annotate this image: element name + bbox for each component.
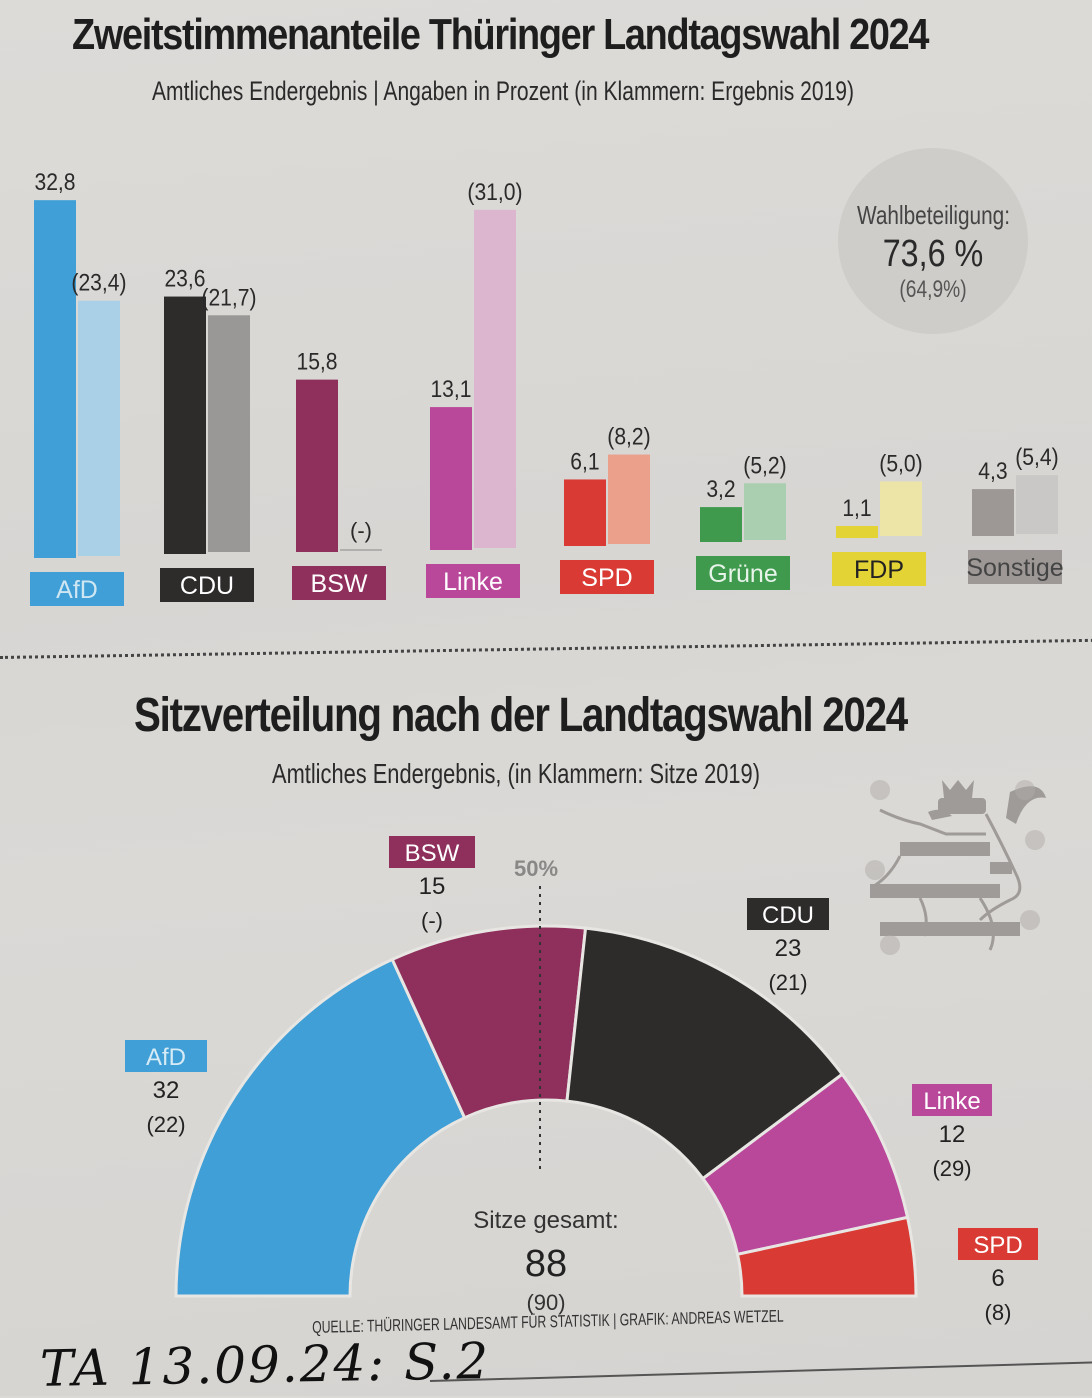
bar-group-linke: 13,1 (31,0) Linke — [426, 179, 523, 598]
bar-value-label-sonstige-2024: 4,3 — [978, 458, 1007, 485]
seat-count-linke: 12 — [939, 1121, 966, 1148]
bar-value-label-spd-2019: (8,2) — [607, 423, 650, 450]
seat-label-spd: SPD — [973, 1232, 1022, 1259]
bar-afd-2024 — [34, 200, 76, 558]
bar-group-spd: 6,1 (8,2) SPD — [560, 423, 654, 594]
party-label-box-cdu — [160, 568, 254, 602]
bar-chart-title: Zweitstimmenanteile Thüringer Landtagswa… — [72, 10, 929, 59]
party-label-box-bsw — [292, 566, 386, 600]
total-seats-label: Sitze gesamt: — [473, 1207, 618, 1234]
seat-label-box-linke — [912, 1084, 992, 1116]
bar-value-label-cdu-2024: 23,6 — [164, 265, 205, 292]
seat-label-cdu: CDU — [762, 902, 814, 929]
seat-segment-cdu — [565, 926, 845, 1181]
seat-count-bsw: 15 — [419, 873, 446, 900]
seat-label-afd: AfD — [146, 1044, 186, 1071]
bar-value-label-gruene-2024: 3,2 — [706, 476, 735, 503]
bar-value-label-bsw-2024: 15,8 — [296, 348, 337, 375]
bar-linke-2024 — [430, 407, 472, 550]
seat-callout-linke: Linke 12 (29) — [912, 1084, 992, 1181]
party-label-box-fdp — [832, 552, 926, 586]
bar-value-label-spd-2024: 6,1 — [570, 448, 599, 475]
seat-count-2019-spd: (8) — [985, 1300, 1012, 1325]
party-label-box-afd — [30, 572, 124, 606]
party-label-linke: Linke — [443, 568, 503, 596]
bar-value-label-gruene-2019: (5,2) — [743, 452, 786, 479]
party-label-gruene: Grüne — [708, 560, 777, 588]
bar-fdp-2024 — [836, 526, 878, 538]
party-label-spd: SPD — [581, 564, 632, 592]
bar-value-label-fdp-2024: 1,1 — [842, 495, 871, 522]
party-label-sonstige: Sonstige — [966, 554, 1063, 582]
bar-sonstige-2024 — [972, 489, 1014, 536]
total-seats-value: 88 — [525, 1243, 567, 1285]
turnout-label: Wahlbeteiligung: — [857, 200, 1011, 230]
bar-value-label-bsw-2019: (-) — [350, 518, 372, 543]
bar-gruene-2019 — [744, 483, 786, 540]
total-seats-2019: (90) — [526, 1290, 565, 1315]
bar-gruene-2024 — [700, 507, 742, 542]
party-label-box-linke — [426, 564, 520, 598]
seat-callout-spd: SPD 6 (8) — [958, 1228, 1038, 1325]
party-label-fdp: FDP — [854, 556, 904, 584]
party-label-cdu: CDU — [180, 572, 234, 600]
seat-count-2019-linke: (29) — [932, 1156, 971, 1181]
party-label-afd: AfD — [56, 576, 98, 604]
bar-value-label-afd-2024: 32,8 — [34, 169, 75, 196]
thuringia-coat-of-arms-icon — [865, 780, 1046, 955]
bar-value-label-sonstige-2019: (5,4) — [1015, 444, 1058, 471]
seat-label-box-spd — [958, 1228, 1038, 1260]
seat-segment-spd — [735, 1215, 918, 1298]
seat-label-box-afd — [125, 1040, 207, 1072]
bar-linke-2019 — [474, 209, 516, 548]
seat-chart-title: Sitzverteilung nach der Landtagswahl 202… — [134, 689, 908, 742]
seat-count-2019-afd: (22) — [146, 1112, 185, 1137]
seat-callout-bsw: BSW 15 (-) — [389, 836, 475, 933]
bar-spd-2024 — [564, 479, 606, 546]
seat-count-spd: 6 — [991, 1265, 1004, 1292]
seat-label-box-bsw — [389, 836, 475, 868]
handwritten-note: TA 13.09.24: S.2 — [39, 1332, 491, 1398]
bar-value-label-afd-2019: (23,4) — [71, 269, 126, 296]
turnout-circle: Wahlbeteiligung: 73,6 % (64,9%) — [838, 148, 1028, 334]
bar-value-label-fdp-2019: (5,0) — [879, 450, 922, 477]
bar-afd-2019 — [78, 300, 120, 556]
seat-chart-subtitle: Amtliches Endergebnis, (in Klammern: Sit… — [272, 758, 760, 789]
seat-count-2019-cdu: (21) — [768, 970, 807, 995]
seat-segment-afd — [174, 957, 467, 1298]
bar-value-label-cdu-2019: (21,7) — [201, 284, 256, 311]
bar-fdp-2019 — [880, 481, 922, 536]
party-label-box-sonstige — [968, 550, 1062, 584]
seat-label-bsw: BSW — [405, 840, 460, 867]
bar-group-afd: 32,8 (23,4) AfD — [30, 169, 127, 606]
bar-group-cdu: 23,6(21,7) CDU — [160, 265, 257, 602]
bar-group-sonstige: 4,3 (5,4) Sonstige — [966, 444, 1064, 584]
seat-label-box-cdu — [747, 898, 829, 930]
bar-value-label-linke-2019: (31,0) — [467, 179, 522, 206]
bar-chart-subtitle: Amtliches Endergebnis | Angaben in Proze… — [152, 76, 855, 106]
turnout-previous: (64,9%) — [899, 276, 967, 303]
seat-callout-afd: AfD 32 (22) — [125, 1040, 207, 1137]
majority-marker-label: 50% — [514, 856, 558, 881]
bar-group-bsw: 15,8 (-) BSW — [292, 348, 386, 600]
bar-spd-2019 — [608, 454, 650, 544]
turnout-value: 73,6 % — [882, 233, 984, 275]
bar-sonstige-2019 — [1016, 475, 1058, 534]
party-label-bsw: BSW — [311, 570, 368, 598]
seat-count-2019-bsw: (-) — [421, 908, 443, 933]
seat-label-linke: Linke — [923, 1088, 980, 1115]
party-label-box-spd — [560, 560, 654, 594]
seat-callout-cdu: CDU 23 (21) — [747, 898, 829, 995]
bar-group-gruene: 3,2 (5,2) Grüne — [696, 452, 790, 590]
bar-cdu-2019 — [208, 315, 250, 552]
party-label-box-gruene — [696, 556, 790, 590]
bar-group-fdp: 1,1 (5,0) FDP — [832, 450, 926, 586]
seat-count-cdu: 23 — [775, 935, 802, 962]
bar-value-label-linke-2024: 13,1 — [430, 376, 471, 403]
bar-chart: 32,8 (23,4) AfD 23,6(21,7) CDU 15,8 (-) BSW 13,1… — [30, 169, 1064, 606]
bar-bsw-2024 — [296, 379, 338, 552]
seat-count-afd: 32 — [153, 1077, 180, 1104]
bar-cdu-2024 — [164, 296, 206, 554]
